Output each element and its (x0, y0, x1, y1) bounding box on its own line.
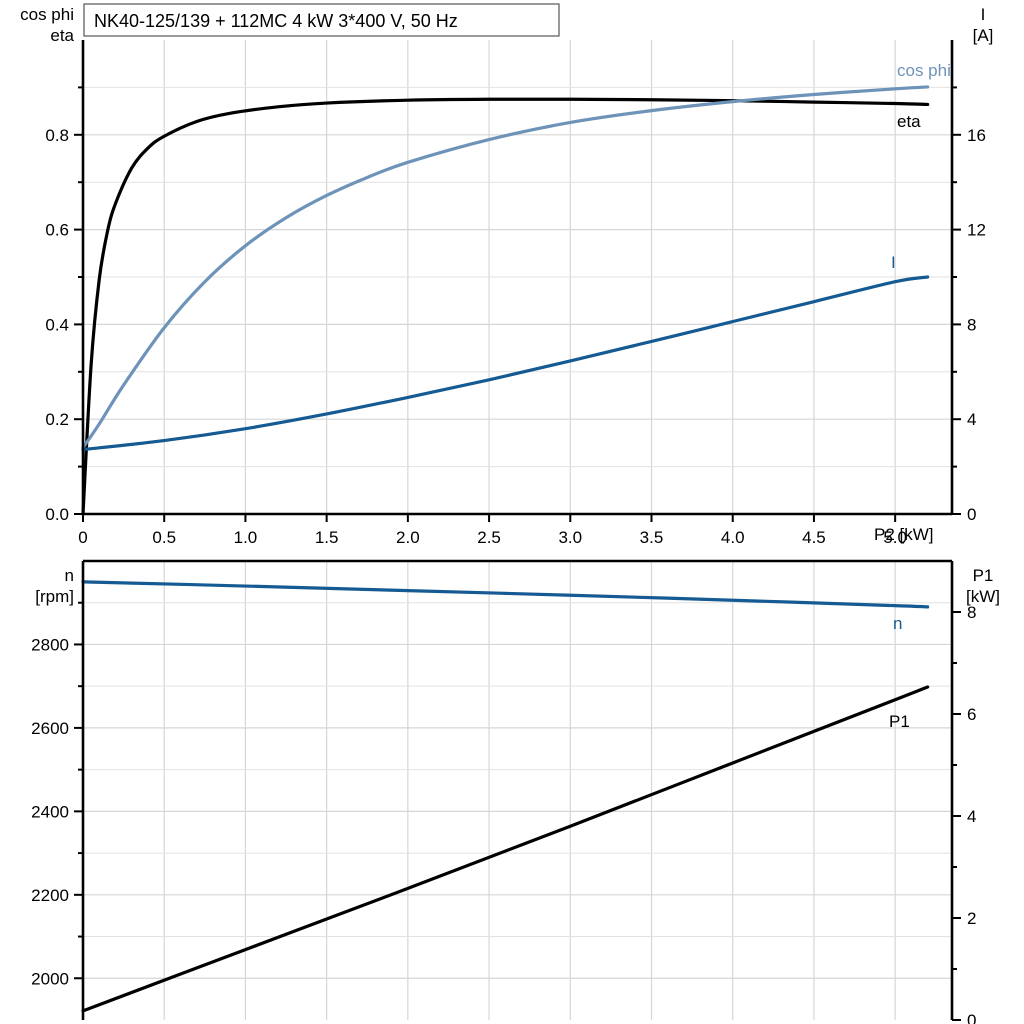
bottom-right-axis-title-1: P1 (973, 566, 994, 585)
title-box (83, 3, 560, 37)
top-x-tick-label: 1.5 (315, 528, 339, 547)
bottom-chart: n [rpm] P1 [kW] 2000 2200 2400 2600 2800 0 2 4 6… (31, 559, 1000, 1024)
curve-n (81, 580, 930, 609)
bottom-right-tick-label: 6 (967, 705, 976, 724)
top-left-axis-title-2: eta (50, 26, 74, 45)
bottom-chart-curves (81, 580, 930, 1013)
top-right-tick-label: 8 (967, 315, 976, 334)
bottom-right-tick-label: 2 (967, 909, 976, 928)
bottom-left-tick-label: 2000 (31, 969, 69, 988)
top-left-tick-label: 0.8 (45, 126, 69, 145)
curve-label-speed: n (893, 614, 902, 633)
top-left-tick-label: 0.0 (45, 505, 69, 524)
bottom-chart-tick-labels: 2000 2200 2400 2600 2800 0 2 4 6 8 (31, 603, 976, 1024)
top-left-tick-label: 0.2 (45, 410, 69, 429)
curve-cos-phi (81, 85, 930, 450)
bottom-right-tick-label: 0 (967, 1011, 976, 1024)
curve-label-power: P1 (889, 712, 910, 731)
top-left-axis-title-1: cos phi (20, 5, 74, 24)
top-x-tick-label: 0 (78, 528, 87, 547)
bottom-left-tick-label: 2200 (31, 886, 69, 905)
top-x-tick-label: 2.0 (396, 528, 420, 547)
bottom-left-axis-title-2: [rpm] (35, 587, 74, 606)
top-x-tick-label: 2.5 (477, 528, 501, 547)
top-chart-curves (81, 85, 930, 516)
top-x-tick-label: 5.0 (883, 528, 907, 547)
top-right-axis-title-2: [A] (973, 26, 994, 45)
top-x-tick-label: 3.0 (558, 528, 582, 547)
curve-i (81, 275, 930, 452)
top-chart-ticks (74, 86, 961, 522)
top-x-axis-title: P2 [kW] (874, 525, 934, 544)
top-right-tick-label: 16 (967, 126, 986, 145)
top-chart: cos phi eta I [A] P2 [kW] 0.00.20.40.60.… (20, 3, 994, 547)
top-x-tick-label: 3.5 (640, 528, 664, 547)
chart-title: NK40-125/139 + 112MC 4 kW 3*400 V, 50 Hz (94, 11, 458, 31)
bottom-chart-ticks (74, 601, 961, 1021)
curve-label-cos-phi: cos phi (897, 61, 951, 80)
bottom-right-axis-title-2: [kW] (966, 587, 1000, 606)
bottom-chart-gridlines (83, 561, 952, 1020)
top-x-tick-label: 0.5 (152, 528, 176, 547)
bottom-left-tick-label: 2400 (31, 802, 69, 821)
top-x-tick-label: 4.0 (721, 528, 745, 547)
bottom-left-tick-label: 2800 (31, 635, 69, 654)
bottom-right-tick-label: 8 (967, 603, 976, 622)
curve-p1 (81, 685, 930, 1013)
top-x-tick-label: 1.0 (234, 528, 258, 547)
bottom-left-tick-label: 2600 (31, 719, 69, 738)
top-right-tick-label: 4 (967, 410, 976, 429)
curve-label-eta: eta (897, 112, 921, 131)
top-right-axis-title-1: I (981, 5, 986, 24)
curve-label-current: I (891, 253, 896, 272)
top-right-tick-label: 0 (967, 505, 976, 524)
top-left-tick-label: 0.6 (45, 221, 69, 240)
bottom-left-axis-title-1: n (65, 566, 74, 585)
top-chart-tick-labels: 0.0 0.2 0.4 0.6 0.8 0 4 8 12 16 0 0.5 1.0 1.5 2.0 2.5 3.… (45, 126, 986, 547)
top-left-tick-label: 0.4 (45, 315, 69, 334)
bottom-right-tick-label: 4 (967, 807, 976, 826)
top-x-tick-label: 4.5 (802, 528, 826, 547)
top-right-tick-label: 12 (967, 221, 986, 240)
